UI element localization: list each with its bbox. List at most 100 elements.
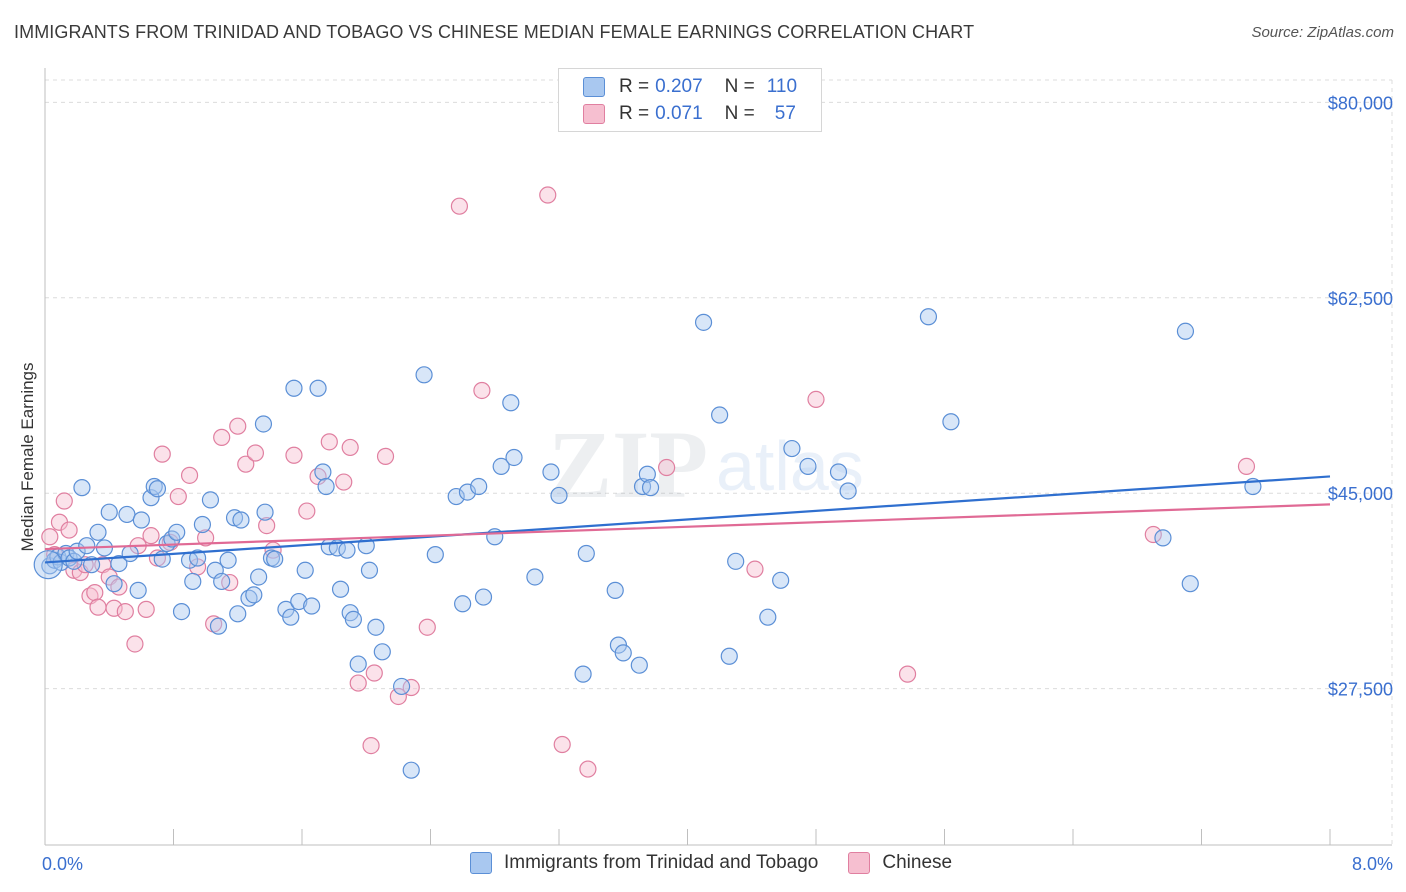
trinidad-point: [502, 394, 520, 412]
watermark: ZIP atlas: [548, 411, 864, 518]
trinidad-point: [33, 550, 63, 580]
chinese-point: [473, 381, 491, 400]
series-swatch-blue: [470, 852, 492, 874]
trinidad-point: [314, 463, 332, 481]
trinidad-point: [338, 541, 356, 559]
trinidad-point: [172, 602, 191, 621]
y-axis-label: Median Female Earnings: [18, 363, 37, 552]
trinidad-point: [694, 313, 713, 331]
trinidad-point: [759, 608, 777, 626]
chinese-point: [298, 502, 316, 520]
legend-swatch-blue: [583, 77, 605, 97]
legend-r-value: 0.207: [655, 76, 703, 97]
correlation-legend: R = 0.207 N = 110 R = 0.071 N = 57: [558, 68, 822, 132]
chinese-point: [1237, 457, 1256, 476]
series-legend: Immigrants from Trinidad and Tobago Chin…: [470, 852, 982, 874]
chinese-point: [349, 674, 367, 692]
legend-swatch-pink: [583, 104, 605, 124]
source-credit: Source: ZipAtlas.com: [1251, 24, 1394, 41]
chinese-point: [658, 458, 676, 477]
trinidad-point: [266, 550, 284, 568]
trinidad-point: [250, 568, 268, 586]
series-label: Immigrants from Trinidad and Tobago: [504, 852, 819, 873]
trinidad-point: [542, 463, 560, 481]
y-tick-label: $45,000: [1328, 484, 1393, 504]
chinese-point: [341, 438, 359, 457]
trinidad-point: [225, 509, 244, 527]
trinidad-point: [188, 549, 207, 567]
chinese-point: [169, 487, 187, 506]
y-tick-label: $80,000: [1328, 93, 1393, 113]
chinese-point: [41, 528, 59, 546]
trinidad-point: [129, 581, 147, 599]
trinidad-point: [1154, 529, 1172, 547]
trinidad-point: [470, 477, 488, 496]
trinidad-point: [285, 379, 303, 397]
chinese-point: [807, 390, 825, 409]
trinidad-point: [256, 503, 274, 521]
x-tick-label: 8.0%: [1352, 854, 1393, 874]
trinidad-point: [213, 572, 231, 591]
trinidad-point: [772, 571, 790, 589]
series-legend-trinidad[interactable]: Immigrants from Trinidad and Tobago: [470, 852, 818, 874]
trinidad-point: [839, 482, 857, 500]
legend-r-label: R =: [619, 76, 650, 97]
trinidad-point: [344, 610, 362, 629]
y-tick-labels: $27,500 $45,000 $62,500 $80,000: [1328, 93, 1393, 699]
trinidad-point: [526, 568, 544, 586]
chinese-point: [285, 446, 303, 464]
trinidad-point: [454, 595, 472, 613]
chinese-point: [126, 635, 144, 653]
chinese-point: [258, 516, 276, 535]
trinidad-point: [282, 608, 300, 626]
legend-n-value: 110: [766, 76, 798, 97]
legend-row-trinidad: R = 0.207 N = 110: [583, 74, 797, 100]
chinese-point: [153, 445, 171, 463]
x-tick-labels: 0.0% 8.0%: [42, 854, 1393, 874]
chinese-point: [335, 473, 353, 491]
chinese-point: [389, 687, 407, 706]
trinidad-point: [118, 505, 136, 524]
trinidad-point: [290, 592, 308, 611]
legend-n-label: N =: [724, 103, 755, 124]
legend-n-value: 57: [774, 103, 796, 124]
chinese-point: [320, 433, 338, 451]
series-legend-chinese[interactable]: Chinese: [848, 852, 952, 874]
legend-n-label: N =: [724, 76, 755, 97]
chinese-point: [365, 664, 383, 682]
legend-r-label: R =: [619, 103, 650, 124]
trinidad-point: [720, 647, 738, 665]
trinidad-point: [638, 465, 656, 483]
trinidad-point: [254, 415, 273, 433]
trinidad-point: [219, 551, 237, 569]
trinidad-point: [309, 379, 327, 397]
chinese-point: [197, 529, 215, 547]
chinese-point: [105, 599, 123, 617]
chinese-points: [41, 186, 1256, 778]
trinidad-point: [373, 643, 391, 661]
chinese-point: [553, 735, 571, 754]
trinidad-point: [100, 503, 118, 521]
chinese-point: [237, 455, 255, 473]
trinidad-point: [447, 487, 465, 506]
trinidad-point: [799, 457, 817, 476]
trinidad-point: [229, 605, 247, 623]
chinese-point: [376, 447, 395, 465]
chinese-point: [142, 527, 160, 545]
trinidad-point: [89, 523, 107, 541]
legend-row-chinese: R = 0.071 N = 57: [583, 101, 796, 127]
trinidad-point: [415, 366, 433, 384]
trinidad-point: [209, 617, 228, 635]
chinese-point: [60, 521, 78, 539]
chinese-point: [539, 186, 557, 204]
chinese-point: [180, 466, 199, 484]
chinese-point: [213, 428, 231, 446]
chinese-point: [362, 737, 380, 755]
trinidad-point: [1176, 322, 1195, 340]
trinidad-point: [711, 406, 729, 424]
trinidad-point: [148, 480, 167, 498]
axes: [44, 68, 1392, 846]
legend-r-value: 0.071: [655, 103, 703, 124]
chinese-point: [1144, 525, 1162, 544]
